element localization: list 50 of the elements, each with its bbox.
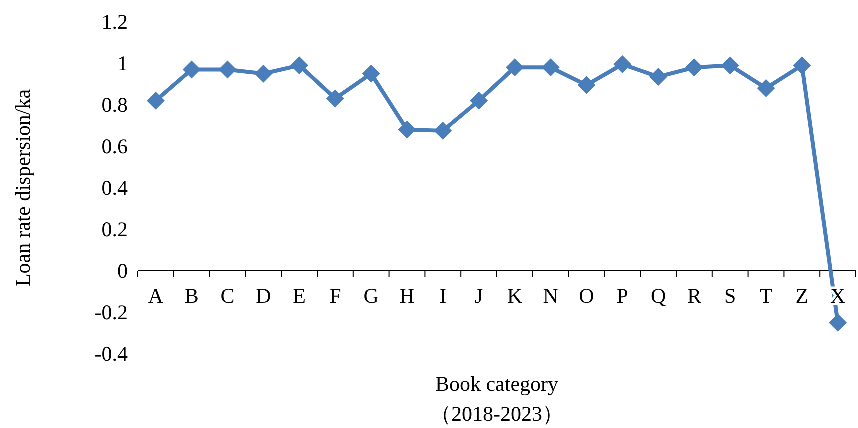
y-tick-label: 0.4 [102, 176, 128, 200]
x-tick-label: H [400, 284, 415, 308]
x-tick-label: S [724, 284, 736, 308]
point [578, 76, 596, 94]
point [470, 92, 488, 110]
point [506, 58, 524, 77]
y-tick-label: -0.4 [94, 342, 128, 366]
y-tick-label: 0.6 [102, 134, 128, 158]
x-tick-label: P [616, 284, 628, 308]
x-tick-label: Z [796, 284, 809, 308]
x-tick-label: G [364, 284, 379, 308]
point [614, 56, 632, 74]
point [326, 90, 344, 108]
point [146, 92, 165, 110]
y-tick-label: 1.2 [102, 10, 128, 34]
x-tick-label: B [184, 284, 199, 308]
x-tick-label: C [220, 284, 235, 308]
x-tick-label: Q [650, 284, 666, 308]
point [542, 58, 560, 77]
point [290, 56, 309, 75]
x-tick-label: D [256, 284, 272, 308]
point [434, 122, 452, 140]
y-tick-label: -0.2 [94, 300, 128, 324]
point [398, 120, 416, 139]
point [721, 56, 740, 75]
x-tick-label: E [293, 284, 306, 308]
x-axis-title: Book category （2018-2023） [430, 372, 564, 426]
point [650, 68, 668, 86]
point [793, 56, 812, 75]
x-tick-label: R [687, 284, 702, 308]
point [218, 60, 237, 79]
x-tick-label: F [330, 284, 342, 308]
point [182, 60, 201, 79]
y-tick-label: 1 [118, 52, 128, 76]
y-tick-label: 0 [118, 259, 128, 283]
point [829, 314, 848, 332]
point [685, 58, 704, 77]
x-tick-label: T [760, 284, 773, 308]
y-tick-label: 0.8 [102, 93, 128, 117]
x-tick-label: J [474, 284, 484, 308]
point [254, 64, 273, 83]
x-tick-label: A [148, 284, 164, 308]
x-tick-label: N [543, 284, 558, 308]
y-axis-title: Loan rate dispersion/ka [11, 88, 35, 287]
point [362, 64, 380, 83]
point [757, 79, 776, 98]
x-tick-label: I [440, 284, 447, 308]
x-tick-label: O [579, 284, 594, 308]
y-tick-label: 0.2 [102, 218, 128, 242]
x-tick-label: K [507, 284, 523, 308]
